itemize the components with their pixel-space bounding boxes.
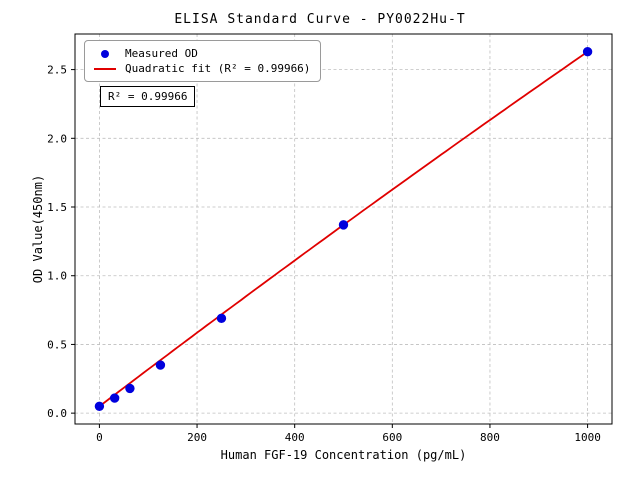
y-tick-label: 0.5 — [47, 338, 67, 351]
x-tick-label: 600 — [382, 431, 402, 444]
y-tick-label: 1.0 — [47, 270, 67, 283]
legend-item-measured-od: Measured OD — [93, 46, 310, 61]
x-tick-label: 1000 — [574, 431, 601, 444]
y-tick-label: 2.5 — [47, 64, 67, 77]
quadratic-fit-line-icon — [93, 67, 117, 70]
data-point — [155, 360, 166, 370]
data-point — [216, 313, 227, 324]
data-point — [582, 47, 593, 57]
legend-label-quadratic-fit: Quadratic fit (R² = 0.99966) — [125, 62, 311, 75]
data-point — [125, 383, 135, 394]
r-squared-annotation: R² = 0.99966 — [100, 86, 196, 107]
data-point — [94, 401, 105, 411]
y-tick-label: 0.0 — [47, 407, 67, 420]
legend-label-measured-od: Measured OD — [125, 47, 198, 60]
y-tick-label: 1.5 — [47, 201, 67, 214]
x-axis-label: Human FGF-19 Concentration (pg/mL) — [220, 448, 467, 462]
legend: Measured OD Quadratic fit (R² = 0.99966) — [84, 40, 322, 82]
plot-border — [74, 33, 613, 425]
x-tick-label: 200 — [187, 431, 207, 444]
x-tick-label: 400 — [285, 431, 305, 444]
x-tick-label: 800 — [480, 431, 500, 444]
chart-title: ELISA Standard Curve - PY0022Hu-T — [174, 12, 466, 27]
y-tick-label: 2.0 — [47, 132, 67, 145]
legend-item-quadratic-fit: Quadratic fit (R² = 0.99966) — [93, 61, 310, 76]
y-axis-label: OD Value(450nm) — [31, 174, 45, 284]
data-point — [109, 393, 120, 403]
x-tick-label: 0 — [96, 431, 103, 444]
measured-od-marker-icon — [93, 49, 117, 58]
data-point — [338, 220, 349, 230]
